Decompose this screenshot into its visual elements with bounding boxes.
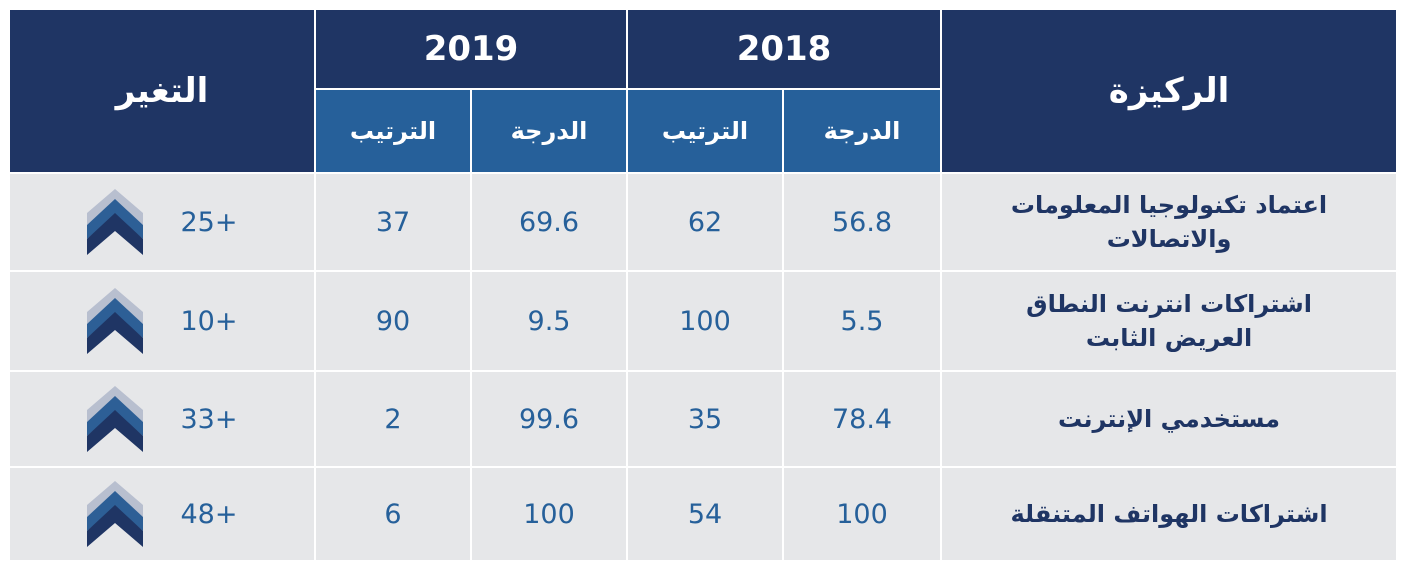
ranking-table: الركيزة 2018 2019 التغير الدرجة الترتيب …	[8, 8, 1399, 562]
data-row: اعتماد تكنولوجيا المعلومات والاتصالات 56.…	[8, 172, 1399, 272]
rank-cell: 6	[313, 466, 473, 562]
score-cell: 9.5	[470, 270, 629, 372]
change-cell: 25+	[8, 172, 316, 272]
data-row: اشتراكات انترنت النطاق العريض الثابت 5.5 1…	[8, 270, 1399, 372]
rank-header: الترتيب	[626, 88, 785, 174]
rank-cell: 2	[313, 370, 473, 468]
change-wrap: 33+	[10, 386, 314, 452]
score-cell: 99.6	[470, 370, 629, 468]
change-value: 48+	[180, 498, 238, 530]
pillar-cell: اشتراكات انترنت النطاق العريض الثابت	[940, 270, 1399, 372]
table-body: اعتماد تكنولوجيا المعلومات والاتصالات 56.…	[8, 172, 1399, 562]
change-wrap: 48+	[10, 481, 314, 547]
up-arrow-icon	[86, 189, 143, 255]
change-cell: 48+	[8, 466, 316, 562]
header-row: الركيزة 2018 2019 التغير	[8, 8, 1399, 174]
score-cell: 100	[470, 466, 629, 562]
change-header: التغير	[8, 8, 316, 174]
score-cell: 69.6	[470, 172, 629, 272]
data-row: مستخدمي الإنترنت 78.4 35 99.6 2 33+	[8, 370, 1399, 468]
change-wrap: 10+	[10, 288, 314, 354]
change-value: 25+	[180, 206, 238, 238]
up-arrow-icon	[86, 481, 143, 547]
year-header: 2018	[626, 8, 943, 90]
year-header: 2019	[313, 8, 629, 90]
rank-header: الترتيب	[313, 88, 473, 174]
rank-cell: 54	[626, 466, 785, 562]
data-row: اشتراكات الهواتف المتنقلة 100 54 100 6 48+	[8, 466, 1399, 562]
table-head: الركيزة 2018 2019 التغير الدرجة الترتيب …	[8, 8, 1399, 174]
score-cell: 78.4	[782, 370, 943, 468]
pillar-header: الركيزة	[940, 8, 1399, 174]
pillar-cell: اشتراكات الهواتف المتنقلة	[940, 466, 1399, 562]
score-cell: 100	[782, 466, 943, 562]
change-value: 33+	[180, 403, 238, 435]
change-cell: 33+	[8, 370, 316, 468]
score-header: الدرجة	[470, 88, 629, 174]
rank-cell: 62	[626, 172, 785, 272]
change-wrap: 25+	[10, 189, 314, 255]
score-cell: 56.8	[782, 172, 943, 272]
up-arrow-icon	[86, 288, 143, 354]
pillar-cell: مستخدمي الإنترنت	[940, 370, 1399, 468]
change-cell: 10+	[8, 270, 316, 372]
rank-cell: 35	[626, 370, 785, 468]
score-cell: 5.5	[782, 270, 943, 372]
rank-cell: 37	[313, 172, 473, 272]
pillar-cell: اعتماد تكنولوجيا المعلومات والاتصالات	[940, 172, 1399, 272]
rank-cell: 100	[626, 270, 785, 372]
score-header: الدرجة	[782, 88, 943, 174]
subheader-row: الدرجة الترتيب الدرجة الترتيب	[9, 88, 1397, 174]
up-arrow-icon	[86, 386, 143, 452]
change-value: 10+	[180, 305, 238, 337]
rank-cell: 90	[313, 270, 473, 372]
